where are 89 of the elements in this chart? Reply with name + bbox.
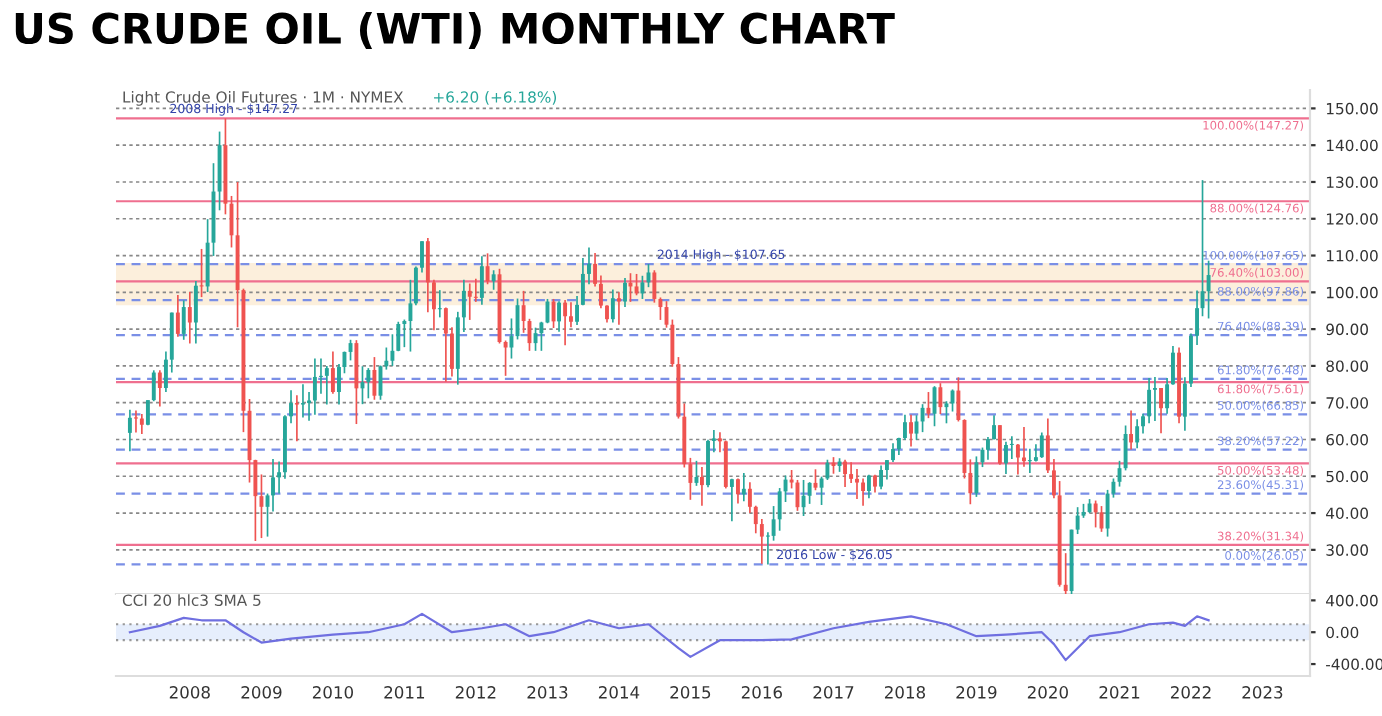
x-tick-label: 2008 — [169, 686, 210, 699]
candlestick — [1123, 424, 1128, 472]
candlestick — [938, 382, 943, 415]
candlestick — [640, 274, 645, 300]
candlestick — [312, 357, 317, 416]
candlestick — [503, 339, 508, 377]
candlestick — [193, 280, 198, 345]
candlestick — [134, 409, 138, 434]
x-tick-label: 2023 — [1242, 686, 1283, 699]
candlestick — [479, 255, 484, 306]
candlestick — [1039, 431, 1044, 459]
candlestick — [699, 466, 704, 507]
candlestick — [1206, 259, 1211, 320]
candlestick — [843, 458, 847, 488]
x-tick-label: 2019 — [956, 686, 997, 699]
candlestick — [616, 291, 621, 326]
candlestick — [259, 473, 264, 539]
candlestick — [855, 468, 859, 500]
candlestick — [509, 317, 514, 360]
x-tick-label: 2016 — [741, 686, 782, 699]
candlestick — [539, 320, 544, 352]
candlestick — [1004, 440, 1008, 475]
x-tick-label: 2009 — [241, 686, 282, 699]
candlestick — [330, 350, 335, 395]
candlestick — [956, 376, 961, 423]
candlestick — [944, 400, 949, 425]
candlestick — [199, 248, 204, 298]
candlestick — [175, 294, 180, 338]
candlestick — [652, 269, 657, 304]
x-tick-label: 2022 — [1170, 686, 1211, 699]
candlestick — [974, 455, 979, 498]
x-tick-label: 2021 — [1099, 686, 1140, 699]
candlestick — [557, 300, 561, 333]
candlestick — [372, 356, 377, 401]
candlestick — [861, 477, 866, 507]
candlestick — [1152, 376, 1157, 422]
candlestick — [384, 346, 389, 371]
candlestick — [217, 130, 222, 212]
candlestick — [920, 403, 925, 433]
candlestick — [1135, 418, 1140, 450]
candlestick — [157, 369, 162, 408]
x-tick-label: 2015 — [670, 686, 711, 699]
x-tick-label: 2012 — [455, 686, 496, 699]
candlestick — [926, 391, 931, 419]
candlestick — [491, 269, 496, 291]
candlestick — [354, 339, 359, 425]
candlestick — [301, 383, 305, 419]
candlestick — [139, 413, 144, 435]
candlestick — [807, 481, 812, 505]
x-tick-label: 2014 — [598, 686, 640, 699]
candlestick — [366, 367, 371, 400]
line-series — [128, 612, 1210, 662]
candlestick — [801, 479, 806, 517]
candlestick — [1027, 447, 1032, 474]
candlestick — [634, 273, 639, 297]
candlestick — [909, 414, 913, 448]
chart-title: US CRUDE OIL (WTI) MONTHLY CHART — [15, 11, 895, 49]
candlestick — [879, 464, 884, 490]
candlestick — [723, 439, 728, 490]
candlestick — [437, 289, 442, 319]
candlestick — [866, 473, 871, 500]
candlestick — [324, 365, 329, 406]
x-tick-label: 2018 — [884, 686, 926, 699]
x-tick-label: 2020 — [1027, 686, 1068, 699]
candlestick — [181, 299, 186, 341]
candlestick — [694, 459, 699, 487]
candlestick — [563, 299, 568, 347]
candlestick — [443, 306, 448, 383]
x-tick-label: 2011 — [384, 686, 425, 699]
candlestick — [1093, 499, 1098, 529]
x-tick-label: 2010 — [312, 686, 354, 699]
candlestick — [485, 252, 490, 286]
x-tick-label: 2017 — [813, 686, 854, 699]
x-tick-label: 2013 — [527, 686, 568, 699]
candlestick — [551, 298, 556, 329]
candlestick — [467, 282, 472, 321]
candlestick — [294, 394, 299, 443]
candlestick — [623, 277, 627, 308]
candlestick — [997, 424, 1002, 466]
candlestick — [127, 408, 132, 453]
candlestick — [902, 414, 907, 441]
candlestick — [729, 478, 734, 522]
candlestick — [1159, 387, 1163, 435]
candlestick — [187, 291, 192, 345]
candlestick — [741, 472, 746, 503]
candlestick — [610, 288, 615, 324]
candlestick — [891, 442, 895, 463]
candlestick — [1129, 409, 1134, 451]
candlestick — [736, 477, 740, 505]
